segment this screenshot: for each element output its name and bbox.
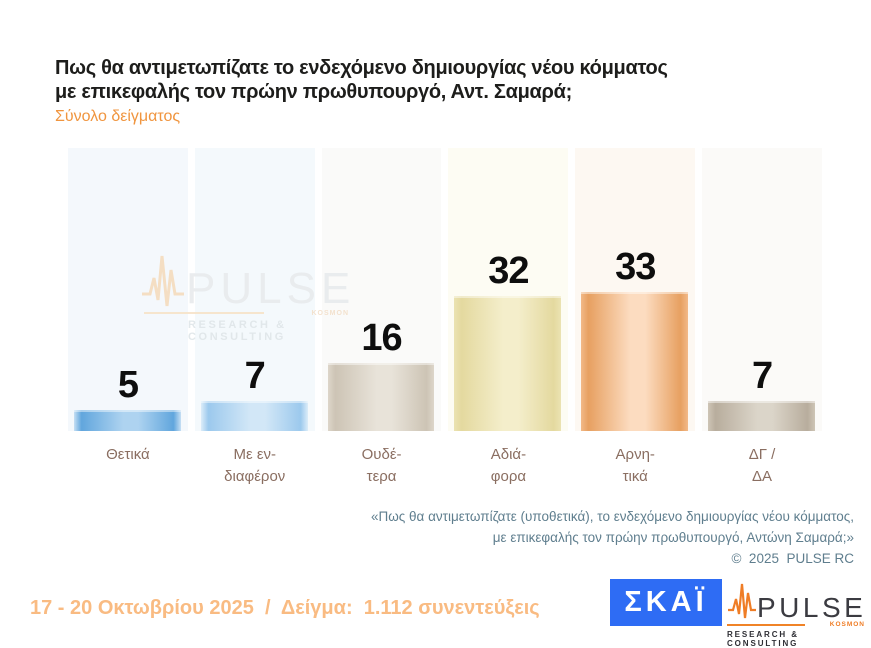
category-label: Αρνη- τικά [615, 446, 655, 485]
bar [74, 409, 181, 431]
copyright-line: © 2025 PULSE RC [731, 550, 854, 566]
bar-track: 7 [702, 148, 822, 431]
pulse-logo-tagline: RESEARCH & CONSULTING [727, 630, 799, 648]
x-axis-labels: Θετικά Με εν- διαφέρον Ουδέ- τερα Αδιά- φορ… [68, 444, 822, 488]
category-label: Ουδέ- τερα [361, 446, 402, 485]
skai-logo-text: ΣΚΑΪ [624, 586, 708, 618]
bar-value-label: 7 [244, 355, 266, 398]
bar [708, 401, 815, 431]
bar-value-label: 32 [488, 249, 529, 292]
chart-subtitle: Σύνολο δείγματος [55, 108, 181, 125]
bar-track: 7 [194, 148, 315, 431]
bar-track: 5 [68, 148, 188, 431]
bar-value-label: 7 [751, 355, 773, 398]
title-line-2: με επικεφαλής τον πρώην πρωθυπουργό, Αντ… [55, 81, 572, 104]
category-label: Με εν- διαφέρον [224, 446, 286, 485]
fieldwork-note: 17 - 20 Οκτωβρίου 2025 / Δείγμα: 1.112 σ… [30, 597, 540, 619]
bar-value-label: 33 [615, 245, 656, 288]
pulse-logo-text: PULSE [757, 592, 867, 624]
page-title: Πως θα αντιμετωπίζατε το ενδεχόμενο δημι… [55, 56, 675, 105]
bar-track: 33 [575, 148, 696, 431]
pulse-logo-divider: KOSMON [727, 621, 867, 628]
title-line-1: Πως θα αντιμετωπίζατε το ενδεχόμενο δημι… [55, 57, 668, 79]
bar [454, 295, 562, 431]
pulse-logo: PULSE KOSMON RESEARCH & CONSULTING [727, 579, 867, 648]
category-label: Αδιά- φορα [490, 446, 527, 485]
pulse-heartbeat-icon [727, 579, 757, 621]
bar-track: 16 [321, 148, 442, 431]
bar-track: 32 [448, 148, 569, 431]
bar-value-label: 5 [117, 363, 139, 406]
bar [200, 401, 308, 431]
pulse-logo-line [727, 623, 805, 626]
bar [327, 363, 435, 431]
skai-logo: ΣΚΑΪ [610, 579, 722, 626]
bar-value-label: 16 [361, 317, 402, 360]
bar-chart: 5 7 16 32 33 7 [68, 148, 822, 431]
pulse-kosmon-text: KOSMON [829, 621, 865, 628]
source-note-line-1: «Πως θα αντιμετωπίζατε (υποθετικά), το ε… [370, 509, 854, 524]
pulse-logo-top: PULSE [727, 579, 867, 624]
category-label: ΔΓ / ΔΑ [748, 446, 776, 485]
category-label: Θετικά [106, 446, 150, 463]
source-note-line-2: με επικεφαλής τον πρώην πρωθυπουργό, Αντ… [492, 529, 854, 545]
source-note: «Πως θα αντιμετωπίζατε (υποθετικά), το ε… [371, 507, 854, 570]
bar [581, 291, 689, 431]
